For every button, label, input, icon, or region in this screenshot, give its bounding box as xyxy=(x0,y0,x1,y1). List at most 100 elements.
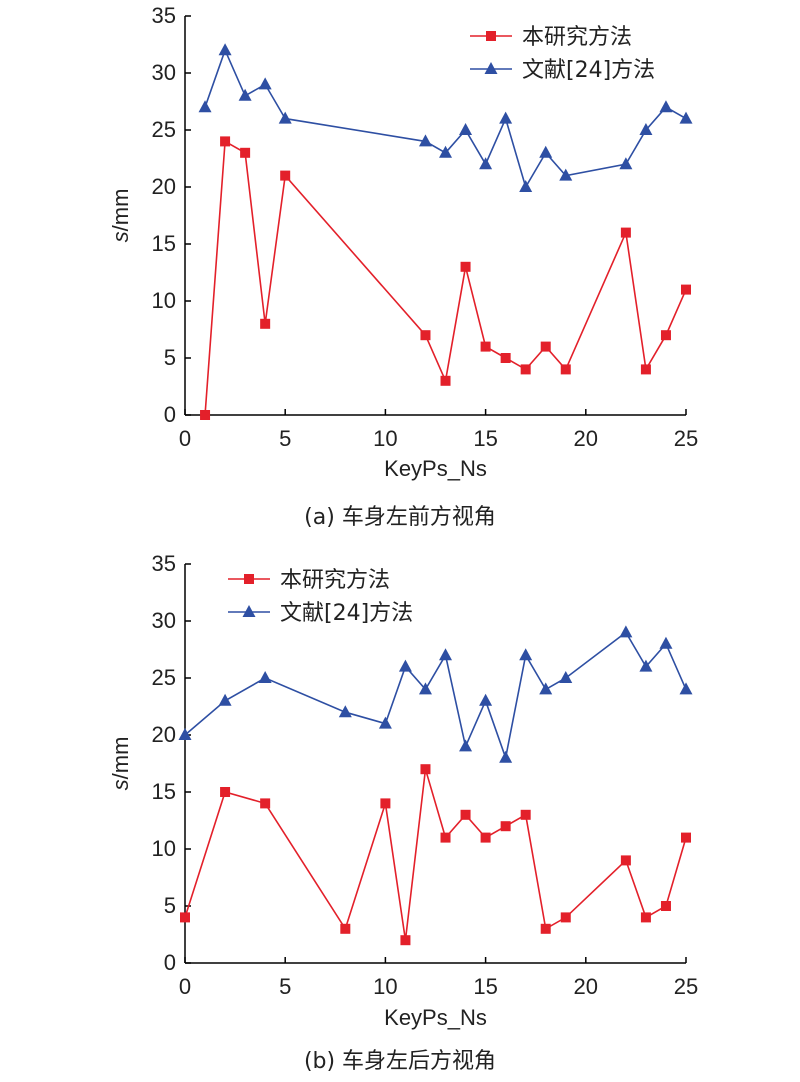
data-point xyxy=(679,111,693,124)
y-tick-label: 5 xyxy=(164,893,176,918)
data-point xyxy=(340,923,351,934)
legend-label: 本研究方法 xyxy=(280,568,390,593)
figure-caption: (a) 车身左前方视角 xyxy=(304,505,496,530)
data-point xyxy=(178,728,192,740)
series-line xyxy=(184,768,687,941)
data-point xyxy=(460,809,471,820)
data-point xyxy=(500,353,511,363)
data-point xyxy=(679,682,693,695)
y-tick-label: 10 xyxy=(152,836,176,861)
y-tick-label: 10 xyxy=(152,288,176,313)
y-tick-label: 15 xyxy=(152,779,176,804)
data-point xyxy=(620,855,631,866)
x-axis-title: KeyPs_Ns xyxy=(384,1005,487,1030)
data-point xyxy=(460,261,471,272)
x-tick-label: 20 xyxy=(574,974,598,999)
data-point xyxy=(640,912,651,923)
figure-caption: (b) 车身左后方视角 xyxy=(304,1049,496,1074)
data-point xyxy=(639,123,653,135)
data-point xyxy=(420,764,431,775)
data-point xyxy=(200,410,211,420)
data-point xyxy=(218,693,232,706)
x-tick-label: 5 xyxy=(279,974,291,999)
data-point xyxy=(619,157,633,170)
y-tick-label: 25 xyxy=(152,665,176,690)
data-point xyxy=(479,693,493,706)
data-point xyxy=(559,671,573,683)
data-point xyxy=(439,145,453,158)
data-point xyxy=(398,659,412,672)
x-tick-label: 15 xyxy=(473,426,497,451)
y-tick-label: 35 xyxy=(152,551,176,576)
data-point xyxy=(619,625,633,638)
legend-entry: 本研究方法 xyxy=(470,25,632,50)
y-tick-label: 30 xyxy=(152,608,176,633)
data-point xyxy=(418,134,432,147)
data-point xyxy=(480,832,491,843)
x-tick-label: 0 xyxy=(179,974,191,999)
x-tick-label: 5 xyxy=(279,426,291,451)
data-point xyxy=(440,832,451,843)
legend-entry: 文献[24]方法 xyxy=(228,601,413,626)
y-tick-label: 25 xyxy=(152,117,176,142)
legend-entry: 本研究方法 xyxy=(228,568,390,593)
data-point xyxy=(681,284,691,295)
data-point xyxy=(559,168,573,181)
data-point xyxy=(238,88,252,101)
data-point xyxy=(400,935,411,946)
data-point xyxy=(240,147,251,158)
data-point xyxy=(659,636,673,649)
data-point xyxy=(500,821,511,832)
series-proposed-method xyxy=(200,136,691,420)
y-axis-title: s/mm xyxy=(108,189,133,243)
data-point xyxy=(338,705,352,718)
data-point xyxy=(520,364,531,375)
data-point xyxy=(681,832,691,843)
chart-panel-b: 0 5 10 15 20 25 30 35 0 5 10 15 20 25 KeyPs_Ns s/mm (b) … xyxy=(108,551,698,1074)
data-point xyxy=(620,227,631,238)
data-point xyxy=(220,787,231,797)
data-point xyxy=(660,901,671,911)
y-axis-title: s/mm xyxy=(108,737,133,791)
legend-marker xyxy=(242,605,256,617)
data-point xyxy=(519,180,533,192)
legend-marker xyxy=(244,574,254,584)
data-point xyxy=(459,123,473,135)
x-tick-label: 10 xyxy=(373,974,397,999)
data-point xyxy=(640,364,651,375)
data-point xyxy=(659,100,673,113)
y-tick-label: 30 xyxy=(152,60,176,85)
legend-entry: 文献[24]方法 xyxy=(470,58,655,83)
data-point xyxy=(520,809,531,820)
data-point xyxy=(260,318,271,329)
data-point xyxy=(420,330,431,341)
legend-label: 本研究方法 xyxy=(522,25,632,50)
y-tick-label: 15 xyxy=(152,231,176,256)
x-tick-label: 25 xyxy=(674,974,698,999)
data-point xyxy=(540,341,551,352)
x-tick-label: 0 xyxy=(179,426,191,451)
series-line xyxy=(204,140,687,416)
data-point xyxy=(459,739,473,752)
data-point xyxy=(539,145,553,158)
data-point xyxy=(519,648,533,661)
data-point xyxy=(218,43,232,56)
data-point xyxy=(479,157,493,170)
legend-label: 文献[24]方法 xyxy=(280,601,413,626)
x-axis-title: KeyPs_Ns xyxy=(384,456,487,481)
series-line xyxy=(184,631,687,761)
data-point xyxy=(660,330,671,341)
y-tick-label: 0 xyxy=(164,402,176,427)
chart-panel-a: 0 5 10 15 20 25 30 35 0 5 10 15 20 25 KeyPs_Ns s/mm (a) … xyxy=(108,3,698,530)
data-point xyxy=(380,798,391,809)
series-reference-method xyxy=(178,625,693,763)
x-tick-label: 20 xyxy=(574,426,598,451)
series-reference-method xyxy=(198,43,693,192)
data-point xyxy=(539,682,553,695)
legend-label: 文献[24]方法 xyxy=(522,58,655,83)
y-tick-label: 35 xyxy=(152,3,176,28)
data-point xyxy=(258,671,272,683)
legend-marker xyxy=(486,31,496,41)
data-point xyxy=(220,136,231,147)
